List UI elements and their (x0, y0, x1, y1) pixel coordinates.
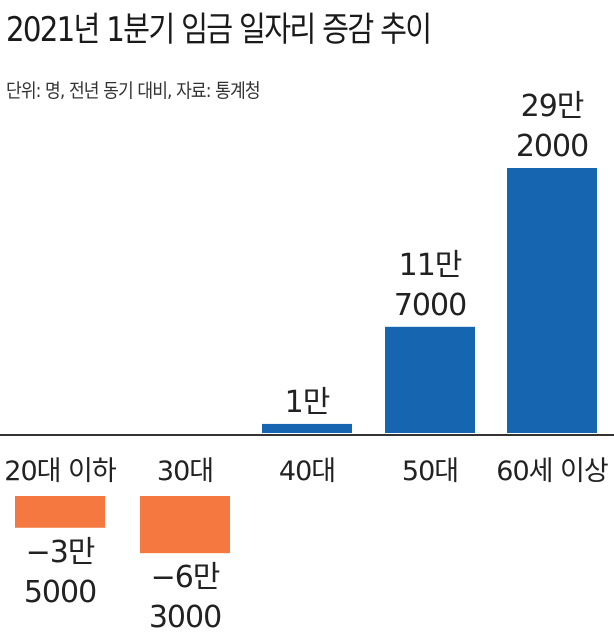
value-label-4-line-1: 11만 (399, 248, 462, 283)
category-label-4: 50대 (402, 456, 458, 487)
value-label-5-line-1: 29만 (521, 89, 584, 124)
bar-1 (15, 496, 105, 528)
value-label-2-line-2: 3000 (149, 600, 221, 635)
bar-5 (507, 168, 597, 433)
bar-3 (262, 423, 352, 433)
category-label-3: 40대 (279, 456, 335, 487)
value-label-3-line-1: 1만 (285, 385, 330, 420)
chart-title: 2021년 1분기 임금 일자리 증감 추이 (6, 10, 432, 50)
category-label-2: 30대 (157, 456, 213, 487)
value-label-2-line-1: −6만 (151, 560, 220, 595)
value-label-1-line-2: 5000 (24, 575, 96, 610)
bar-2 (140, 496, 230, 554)
category-label-5: 60세 이상 (496, 456, 608, 487)
category-label-1: 20대 이하 (4, 456, 117, 487)
value-label-1-line-1: −3만 (26, 535, 95, 570)
value-label-5-line-2: 2000 (516, 129, 588, 164)
value-label-4-line-2: 7000 (394, 288, 466, 323)
bar-4 (385, 326, 475, 433)
chart-subtitle: 단위: 명, 전년 동기 대비, 자료: 통계청 (6, 80, 261, 102)
